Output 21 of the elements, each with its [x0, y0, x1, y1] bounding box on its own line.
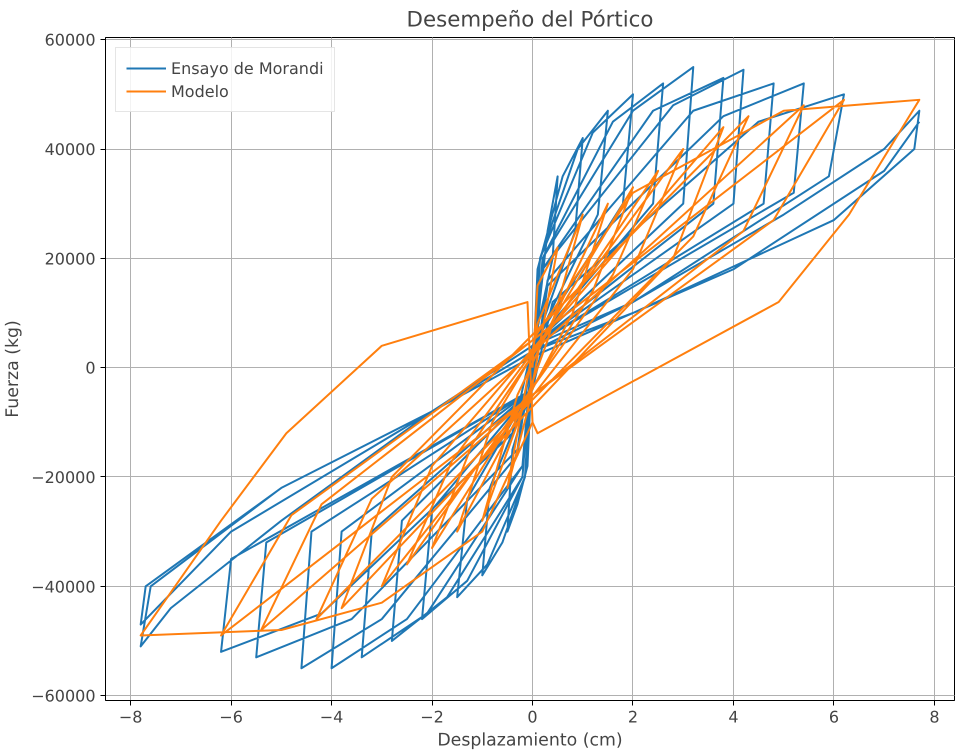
x-tick-label: −4 [320, 708, 344, 726]
x-tick-label: −6 [219, 708, 243, 726]
x-tick-label: 4 [728, 708, 739, 726]
y-tick-label: 0 [85, 358, 96, 378]
x-tick-label: −8 [118, 708, 142, 726]
legend-label: Ensayo de Morandi [171, 58, 324, 78]
x-tick-label: 8 [929, 708, 940, 726]
y-tick-label: 60000 [44, 30, 96, 50]
x-tick-label: 6 [828, 708, 840, 726]
y-axis-title: Fuerza (kg) [3, 320, 24, 418]
y-tick-label: 20000 [44, 249, 96, 268]
y-tick-label: −20000 [31, 468, 96, 487]
y-tick-label: −40000 [31, 577, 96, 596]
y-tick-label: 40000 [44, 140, 96, 159]
x-axis-title: Desplazamiento (cm) [437, 730, 623, 750]
x-tick-label: 2 [628, 708, 638, 726]
y-tick-label: −60000 [31, 686, 96, 706]
legend-label: Modelo [171, 82, 229, 100]
chart-title: Desempeño del Pórtico [406, 8, 654, 32]
x-tick-label: 0 [527, 708, 538, 726]
x-tick-label: −2 [420, 708, 444, 726]
